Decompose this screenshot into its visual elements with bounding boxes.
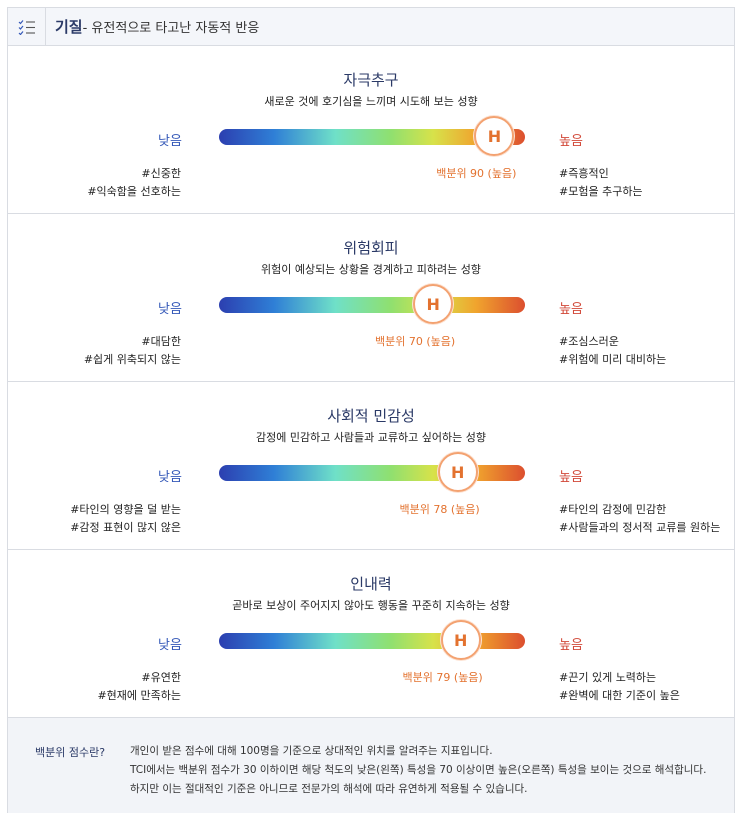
high-label: 높음 xyxy=(559,302,583,317)
trait-tag: #쉽게 위축되지 않는 xyxy=(83,353,181,366)
trait-tag: #신중한 xyxy=(141,167,181,180)
percentile-gradient-bar xyxy=(219,465,525,481)
percentile-marker: H xyxy=(440,620,481,660)
trait-tag: #현재에 만족하는 xyxy=(97,689,181,702)
trait-tag: #위험에 미리 대비하는 xyxy=(559,353,667,366)
low-trait-tags: #대담한 #쉽게 위축되지 않는 xyxy=(84,333,181,369)
high-label: 높음 xyxy=(559,638,583,653)
percentile-value: 백분위 70 (높음) xyxy=(375,335,456,348)
percentile-marker: H xyxy=(437,452,478,492)
percentile-value: 백분위 79 (높음) xyxy=(402,671,483,684)
high-trait-tags: #조심스러운 #위험에 미리 대비하는 xyxy=(559,333,666,369)
trait-title: 인내력 xyxy=(350,575,392,593)
percentile-value: 백분위 90 (높음) xyxy=(436,167,517,180)
low-label: 낮음 xyxy=(158,638,182,653)
panel-title-main: 기질 xyxy=(55,18,83,36)
explanation-line: 개인이 받은 점수에 대해 100명을 기준으로 상대적인 위치를 알려주는 지… xyxy=(130,745,493,757)
trait-tag: #감정 표현이 많지 않은 xyxy=(70,521,181,534)
high-label: 높음 xyxy=(559,470,583,485)
trait-tag: #사람들과의 정서적 교류를 원하는 xyxy=(559,521,721,534)
checklist-icon xyxy=(8,8,46,45)
low-label: 낮음 xyxy=(158,302,182,317)
trait-description: 위험이 예상되는 상황을 경계하고 피하려는 성향 xyxy=(261,263,481,276)
low-label: 낮음 xyxy=(158,470,182,485)
trait-tag: #대담한 xyxy=(141,335,181,348)
low-label: 낮음 xyxy=(158,134,182,149)
percentile-marker: H xyxy=(474,116,515,156)
trait-title: 위험회피 xyxy=(343,239,399,257)
panel-title: 기질- 유전적으로 타고난 자동적 반응 xyxy=(55,16,259,37)
low-trait-tags: #신중한 #익숙함을 선호하는 xyxy=(87,165,181,201)
high-trait-tags: #즉흥적인 #모험을 추구하는 xyxy=(559,165,643,201)
high-label: 높음 xyxy=(559,134,583,149)
trait-description: 새로운 것에 호기심을 느끼며 시도해 보는 성향 xyxy=(264,95,478,108)
percentile-explanation-text: 개인이 받은 점수에 대해 100명을 기준으로 상대적인 위치를 알려주는 지… xyxy=(130,742,706,799)
explanation-line: 하지만 이는 절대적인 기준은 아니므로 전문가의 해석에 따라 유연하게 적용… xyxy=(130,783,528,795)
trait-tag: #유연한 xyxy=(141,671,181,684)
trait-tag: #타인의 감정에 민감한 xyxy=(559,503,667,516)
panel-title-subtitle: - 유전적으로 타고난 자동적 반응 xyxy=(82,21,260,36)
low-trait-tags: #유연한 #현재에 만족하는 xyxy=(97,669,181,705)
high-trait-tags: #타인의 감정에 민감한 #사람들과의 정서적 교류를 원하는 xyxy=(559,501,720,537)
trait-title: 자극추구 xyxy=(343,71,399,89)
trait-description: 곧바로 보상이 주어지지 않아도 행동을 꾸준히 지속하는 성향 xyxy=(232,599,510,612)
percentile-marker: H xyxy=(413,284,454,324)
trait-tag: #즉흥적인 xyxy=(559,167,609,180)
trait-title: 사회적 민감성 xyxy=(327,407,415,425)
trait-tag: #타인의 영향을 덜 받는 xyxy=(70,503,181,516)
percentile-explanation-label: 백분위 점수란? xyxy=(35,746,106,759)
trait-tag: #모험을 추구하는 xyxy=(559,185,643,198)
high-trait-tags: #끈기 있게 노력하는 #완벽에 대한 기준이 높은 xyxy=(559,669,680,705)
percentile-value: 백분위 78 (높음) xyxy=(399,503,480,516)
low-trait-tags: #타인의 영향을 덜 받는 #감정 표현이 많지 않은 xyxy=(70,501,181,537)
trait-tag: #익숙함을 선호하는 xyxy=(87,185,181,198)
trait-tag: #끈기 있게 노력하는 xyxy=(559,671,657,684)
percentile-gradient-bar xyxy=(219,129,525,145)
trait-tag: #조심스러운 xyxy=(559,335,619,348)
trait-tag: #완벽에 대한 기준이 높은 xyxy=(559,689,680,702)
panel-header: 기질- 유전적으로 타고난 자동적 반응 xyxy=(8,8,734,46)
trait-description: 감정에 민감하고 사람들과 교류하고 싶어하는 성향 xyxy=(255,431,486,444)
percentile-explanation: 백분위 점수란? 개인이 받은 점수에 대해 100명을 기준으로 상대적인 위… xyxy=(8,718,734,813)
explanation-line: TCI에서는 백분위 점수가 30 이하이면 해당 척도의 낮은(왼쪽) 특성을… xyxy=(130,764,707,776)
percentile-gradient-bar xyxy=(219,297,525,313)
